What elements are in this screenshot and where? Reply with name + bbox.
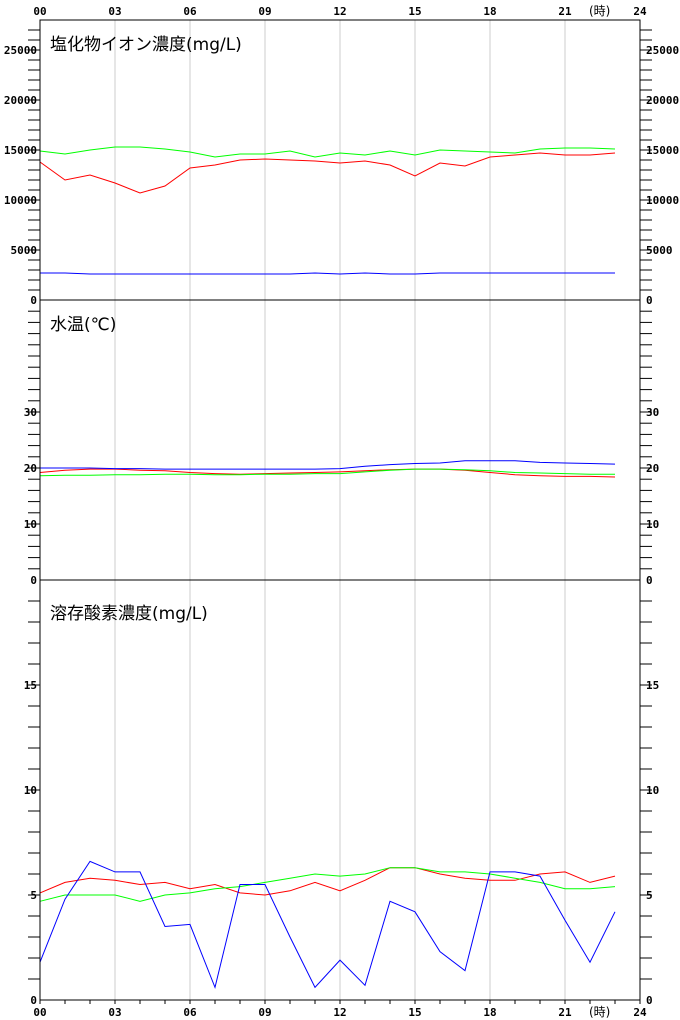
y-tick-label-left: 5000 — [11, 244, 38, 257]
x-tick-label-bottom: 03 — [108, 1006, 121, 1019]
y-tick-label-right: 0 — [646, 574, 653, 587]
x-tick-label-top: 21 — [558, 5, 572, 18]
y-tick-label-left: 5 — [30, 889, 37, 902]
y-tick-label-right: 10000 — [646, 194, 679, 207]
y-tick-label-right: 0 — [646, 294, 653, 307]
x-tick-label-bottom: 24 — [633, 1006, 647, 1019]
x-tick-label-bottom: 12 — [333, 1006, 346, 1019]
y-tick-label-left: 0 — [30, 294, 37, 307]
y-tick-label-right: 5 — [646, 889, 653, 902]
y-tick-label-right: 15 — [646, 679, 659, 692]
y-tick-label-right: 10 — [646, 518, 659, 531]
x-tick-label-bottom: 21 — [558, 1006, 572, 1019]
y-tick-label-left: 25000 — [4, 44, 37, 57]
x-tick-label-bottom: 15 — [408, 1006, 421, 1019]
series-line — [39, 152, 616, 194]
x-tick-label-bottom: 06 — [183, 1006, 197, 1019]
y-tick-label-left: 30 — [24, 406, 37, 419]
series-line — [40, 272, 615, 275]
series-line — [39, 468, 616, 478]
x-tick-label-top: 03 — [108, 5, 121, 18]
hour-unit-bottom: (時) — [589, 1005, 610, 1019]
panel-frame — [39, 579, 641, 1001]
x-tick-label-top: 06 — [183, 5, 197, 18]
x-tick-label-bottom: 09 — [258, 1006, 271, 1019]
y-tick-label-right: 20000 — [646, 94, 679, 107]
y-tick-label-right: 15000 — [646, 144, 679, 157]
x-tick-label-top: 24 — [633, 5, 647, 18]
series-line — [39, 860, 616, 990]
x-tick-label-top: 15 — [408, 5, 421, 18]
x-tick-label-top: 18 — [483, 5, 496, 18]
y-tick-label-right: 30 — [646, 406, 659, 419]
y-tick-label-left: 10000 — [4, 194, 37, 207]
y-tick-label-left: 0 — [30, 574, 37, 587]
panel-title-chloride: 塩化物イオン濃度(mg/L) — [50, 35, 242, 55]
x-tick-label-bottom: 00 — [33, 1006, 46, 1019]
y-tick-label-left: 15 — [24, 679, 37, 692]
y-tick-label-left: 10 — [24, 518, 37, 531]
y-tick-label-right: 25000 — [646, 44, 679, 57]
x-tick-label-top: 00 — [33, 5, 46, 18]
hour-unit-top: (時) — [589, 4, 610, 18]
y-tick-label-right: 5000 — [646, 244, 673, 257]
panel-title-water-temp: 水温(℃) — [50, 315, 116, 335]
series-line — [39, 468, 615, 477]
y-tick-label-left: 20 — [24, 462, 37, 475]
x-tick-label-bottom: 18 — [483, 1006, 496, 1019]
panel-title-dissolved-oxygen: 溶存酸素濃度(mg/L) — [50, 604, 208, 624]
x-tick-label-top: 09 — [258, 5, 271, 18]
x-tick-label-top: 12 — [333, 5, 346, 18]
series-layer — [39, 146, 616, 990]
y-tick-label-right: 10 — [646, 784, 659, 797]
y-tick-label-left: 20000 — [4, 94, 37, 107]
y-tick-label-left: 10 — [24, 784, 37, 797]
grid-layer — [114, 20, 566, 1000]
y-tick-label-left: 15000 — [4, 144, 37, 157]
axes-layer — [28, 19, 652, 1004]
y-tick-label-right: 20 — [646, 462, 659, 475]
series-line — [39, 146, 616, 158]
y-tick-label-right: 0 — [646, 994, 653, 1007]
series-line — [40, 460, 616, 470]
y-tick-label-left: 0 — [30, 994, 37, 1007]
series-line — [39, 867, 616, 902]
